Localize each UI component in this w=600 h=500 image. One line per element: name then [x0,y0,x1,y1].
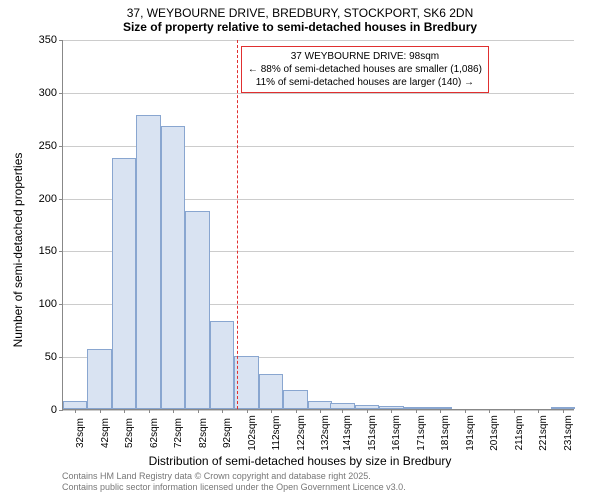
xtick-label: 181sqm [440,415,451,451]
ytick-mark [59,357,63,358]
xtick-mark [198,409,199,413]
xtick-label: 72sqm [173,418,184,448]
xtick-label: 52sqm [124,418,135,448]
ytick-label: 50 [45,351,57,363]
xtick-mark [75,409,76,413]
ytick-mark [59,199,63,200]
xtick-mark [271,409,272,413]
xtick-label: 32sqm [75,418,86,448]
x-axis-label: Distribution of semi-detached houses by … [0,454,600,468]
ytick-mark [59,304,63,305]
ytick-label: 200 [39,193,57,205]
xtick-mark [489,409,490,413]
attribution: Contains HM Land Registry data © Crown c… [62,471,406,494]
xtick-label: 82sqm [198,418,209,448]
histogram-bar [259,374,283,409]
histogram-bar [283,390,307,409]
xtick-label: 151sqm [367,415,378,451]
attribution-line1: Contains HM Land Registry data © Crown c… [62,471,406,483]
annotation-line2: ← 88% of semi-detached houses are smalle… [248,63,482,76]
annotation-line1: 37 WEYBOURNE DRIVE: 98sqm [248,50,482,63]
xtick-mark [222,409,223,413]
xtick-label: 171sqm [416,415,427,451]
xtick-label: 191sqm [465,415,476,451]
marker-line [237,40,238,409]
histogram-bar [308,401,332,409]
xtick-mark [100,409,101,413]
xtick-mark [563,409,564,413]
xtick-mark [247,409,248,413]
histogram-bar [87,349,111,409]
gridline [63,40,574,41]
histogram-bar [63,401,87,409]
ytick-label: 250 [39,140,57,152]
xtick-label: 161sqm [391,415,402,451]
xtick-mark [538,409,539,413]
xtick-label: 132sqm [320,415,331,451]
xtick-mark [440,409,441,413]
ytick-mark [59,251,63,252]
histogram-bar [112,158,136,409]
ytick-mark [59,40,63,41]
ytick-mark [59,146,63,147]
ytick-mark [59,410,63,411]
xtick-label: 92sqm [222,418,233,448]
title-line2: Size of property relative to semi-detach… [0,20,600,34]
chart-title: 37, WEYBOURNE DRIVE, BREDBURY, STOCKPORT… [0,6,600,34]
ytick-label: 100 [39,298,57,310]
histogram-bar [234,356,258,409]
ytick-label: 350 [39,34,57,46]
xtick-mark [367,409,368,413]
xtick-label: 112sqm [271,416,282,451]
xtick-label: 42sqm [100,418,111,448]
annotation-box: 37 WEYBOURNE DRIVE: 98sqm← 88% of semi-d… [241,46,489,93]
histogram-bar [161,126,185,409]
xtick-label: 102sqm [247,415,258,451]
chart-container: 05010015020025030035032sqm42sqm52sqm62sq… [62,40,574,410]
ytick-label: 0 [51,404,57,416]
xtick-label: 211sqm [514,416,525,451]
plot-area: 05010015020025030035032sqm42sqm52sqm62sq… [62,40,574,410]
xtick-label: 221sqm [538,415,549,451]
xtick-mark [320,409,321,413]
histogram-bar [136,115,160,409]
ytick-label: 300 [39,87,57,99]
attribution-line2: Contains public sector information licen… [62,482,406,494]
xtick-mark [465,409,466,413]
histogram-bar [210,321,234,409]
annotation-line3: 11% of semi-detached houses are larger (… [248,76,482,89]
xtick-mark [416,409,417,413]
xtick-label: 141sqm [342,415,353,451]
y-axis-label: Number of semi-detached properties [11,153,25,348]
histogram-bar [185,211,209,409]
xtick-label: 201sqm [489,415,500,451]
xtick-mark [124,409,125,413]
title-line1: 37, WEYBOURNE DRIVE, BREDBURY, STOCKPORT… [0,6,600,20]
xtick-mark [391,409,392,413]
ytick-mark [59,93,63,94]
ytick-label: 150 [39,245,57,257]
gridline [63,410,574,411]
xtick-label: 231sqm [563,415,574,451]
xtick-label: 122sqm [296,415,307,451]
xtick-mark [173,409,174,413]
xtick-label: 62sqm [149,418,160,448]
xtick-mark [514,409,515,413]
xtick-mark [149,409,150,413]
xtick-mark [296,409,297,413]
xtick-mark [342,409,343,413]
